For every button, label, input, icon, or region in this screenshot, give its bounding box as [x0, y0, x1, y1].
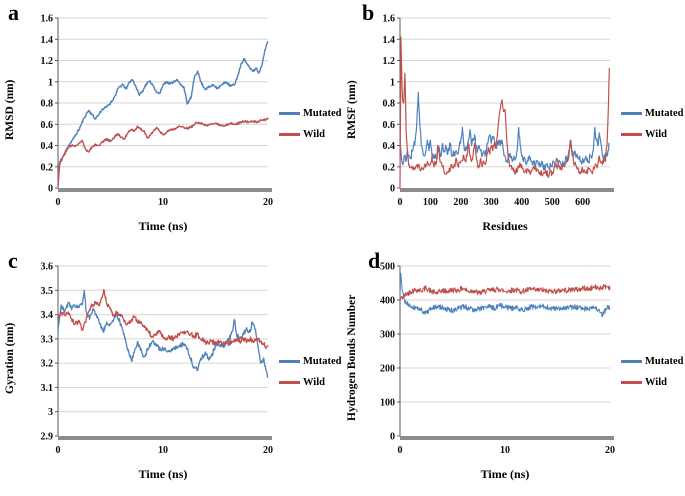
svg-text:0: 0: [48, 184, 53, 195]
svg-text:0: 0: [56, 197, 61, 208]
panel-label-d: d: [368, 248, 381, 273]
legend-item-mutated: Mutated: [621, 356, 684, 367]
svg-text:20: 20: [263, 445, 273, 456]
hbonds-plot-canvas: 0 100 200 300 400 500 0 10 20: [380, 262, 615, 457]
legend-label-mutated: Mutated: [303, 356, 342, 367]
wild-line-swatch: [279, 133, 300, 136]
legend-label-wild: Wild: [645, 377, 667, 388]
svg-text:10: 10: [158, 445, 168, 456]
svg-text:3.4: 3.4: [41, 310, 54, 321]
svg-text:0.4: 0.4: [41, 141, 54, 152]
gyration-plot-canvas: 2.9 3 3.1 3.2 3.3 3.4 3.5 3.6 0 10 20: [41, 262, 274, 457]
svg-text:3: 3: [48, 407, 53, 418]
svg-text:100: 100: [380, 398, 395, 409]
panel-label-a: a: [8, 0, 19, 25]
wild-line-swatch: [621, 381, 642, 384]
svg-text:0: 0: [398, 197, 403, 208]
panel-rmsf: b RMSF (nm) 0 0.2 0.4 0.6 0.8 1 1.2 1.4 1.6 0 100 2…: [342, 0, 685, 248]
svg-text:400: 400: [380, 296, 395, 307]
panel-hbonds: d Hydrogen Bonds Number 0 100 200 300 400 500…: [342, 248, 685, 496]
gyration-legend: Mutated Wild: [279, 356, 342, 388]
gyration-x-axis-title: Time (ns): [138, 467, 188, 481]
hbonds-legend: Mutated Wild: [621, 356, 684, 388]
svg-text:1.4: 1.4: [41, 35, 54, 46]
panel-gyration: c Gyration (nm) 2.9 3 3.1 3.2 3.3 3.4 3.5 3.6 0 1…: [0, 248, 342, 496]
svg-text:300: 300: [484, 197, 499, 208]
legend-item-mutated: Mutated: [279, 356, 342, 367]
legend-item-wild: Wild: [621, 129, 684, 140]
panel-rmsd: a RMSD (nm) 0 0.2 0.4 0.6 0.8 1 1.2 1.4 1.6 0 10 20…: [0, 0, 342, 248]
svg-text:20: 20: [263, 197, 273, 208]
legend-item-mutated: Mutated: [279, 108, 342, 119]
mutated-line-swatch: [279, 360, 300, 363]
legend-label-wild: Wild: [303, 129, 325, 140]
svg-text:0: 0: [390, 432, 395, 443]
svg-text:1.6: 1.6: [383, 14, 396, 25]
gyration-y-axis-title: Gyration (nm): [4, 322, 16, 394]
svg-text:10: 10: [158, 197, 168, 208]
hbonds-y-axis-title: Hydrogen Bonds Number: [346, 294, 358, 422]
legend-item-wild: Wild: [279, 377, 342, 388]
legend-label-mutated: Mutated: [645, 356, 684, 367]
svg-text:3.2: 3.2: [41, 359, 54, 370]
rmsd-x-axis-title: Time (ns): [138, 219, 188, 233]
rmsf-x-axis-title: Residues: [482, 219, 528, 233]
svg-text:0.4: 0.4: [383, 141, 396, 152]
svg-text:20: 20: [605, 445, 615, 456]
svg-text:600: 600: [575, 197, 590, 208]
hbonds-x-axis-title: Time (ns): [480, 467, 530, 481]
legend-label-mutated: Mutated: [645, 108, 684, 119]
legend-label-wild: Wild: [303, 377, 325, 388]
svg-text:0.2: 0.2: [383, 162, 396, 173]
legend-item-mutated: Mutated: [621, 108, 684, 119]
svg-text:0: 0: [56, 445, 61, 456]
svg-text:0.8: 0.8: [383, 99, 396, 110]
svg-text:500: 500: [545, 197, 560, 208]
svg-text:3.5: 3.5: [41, 286, 54, 297]
svg-text:500: 500: [380, 262, 395, 273]
svg-text:3.1: 3.1: [41, 383, 54, 394]
legend-label-wild: Wild: [645, 129, 667, 140]
panel-label-b: b: [362, 0, 375, 25]
legend-label-mutated: Mutated: [303, 108, 342, 119]
svg-text:400: 400: [514, 197, 529, 208]
svg-text:3.3: 3.3: [41, 334, 54, 345]
legend-item-wild: Wild: [621, 377, 684, 388]
svg-text:1.4: 1.4: [383, 35, 396, 46]
rmsf-y-axis-title: RMSF (nm): [346, 80, 358, 140]
svg-text:1: 1: [390, 77, 395, 88]
rmsd-y-axis-title: RMSD (nm): [4, 79, 16, 141]
svg-text:0.8: 0.8: [41, 99, 54, 110]
mutated-line-swatch: [621, 112, 642, 115]
legend-item-wild: Wild: [279, 129, 342, 140]
svg-text:0.2: 0.2: [41, 162, 54, 173]
svg-text:1.2: 1.2: [41, 56, 54, 67]
svg-text:0.6: 0.6: [41, 120, 54, 131]
svg-text:2.9: 2.9: [41, 432, 54, 443]
mutated-line-swatch: [279, 112, 300, 115]
panel-label-c: c: [8, 248, 18, 273]
svg-text:1.2: 1.2: [383, 56, 396, 67]
svg-text:0: 0: [390, 184, 395, 195]
svg-text:0.6: 0.6: [383, 120, 396, 131]
rmsf-legend: Mutated Wild: [621, 108, 684, 140]
rmsd-plot-canvas: 0 0.2 0.4 0.6 0.8 1 1.2 1.4 1.6 0 10 20: [41, 14, 274, 209]
rmsf-plot-canvas: 0 0.2 0.4 0.6 0.8 1 1.2 1.4 1.6 0 100 200 300 400 500 6…: [383, 14, 614, 208]
svg-text:10: 10: [500, 445, 510, 456]
svg-text:200: 200: [380, 364, 395, 375]
rmsd-legend: Mutated Wild: [279, 108, 342, 140]
svg-text:0: 0: [398, 445, 403, 456]
mutated-line-swatch: [621, 360, 642, 363]
svg-text:1.6: 1.6: [41, 14, 54, 25]
svg-text:300: 300: [380, 330, 395, 341]
wild-line-swatch: [621, 133, 642, 136]
wild-line-swatch: [279, 381, 300, 384]
svg-text:200: 200: [453, 197, 468, 208]
svg-text:100: 100: [423, 197, 438, 208]
svg-text:3.6: 3.6: [41, 262, 54, 273]
svg-text:1: 1: [48, 77, 53, 88]
